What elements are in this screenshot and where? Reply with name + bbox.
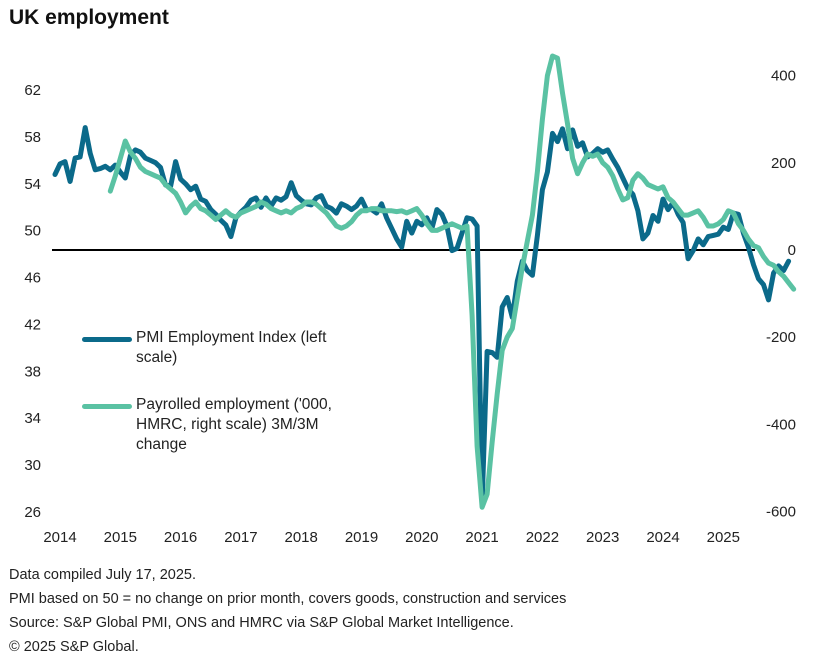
x-tick-label: 2018 <box>285 529 318 546</box>
x-tick-label: 2020 <box>405 529 438 546</box>
left-tick-label: 34 <box>24 410 41 427</box>
legend-label-pmi-1: PMI Employment Index (left <box>136 329 327 346</box>
left-tick-label: 50 <box>24 223 41 240</box>
x-tick-label: 2025 <box>707 529 740 546</box>
series-layer <box>52 53 797 510</box>
right-tick-label: 200 <box>771 155 796 172</box>
x-tick-label: 2022 <box>526 529 559 546</box>
legend-swatch-payrolls <box>82 404 132 409</box>
footer-date: Data compiled July 17, 2025. <box>9 567 196 583</box>
x-tick-label: 2021 <box>465 529 498 546</box>
x-tick-label: 2023 <box>586 529 619 546</box>
legend-label-payrolls-3: change <box>136 436 187 453</box>
chart-plot: 26 30 34 38 42 46 50 54 58 62 -600 -400 -200 0 200 400… <box>24 53 797 546</box>
left-tick-label: 26 <box>24 504 41 521</box>
left-tick-label: 30 <box>24 457 41 474</box>
legend-item-pmi: PMI Employment Index (left scale) <box>82 328 362 368</box>
footer-source: Source: S&P Global PMI, ONS and HMRC via… <box>9 615 514 631</box>
left-axis-ticks: 26 30 34 38 42 46 50 54 58 62 <box>24 82 41 521</box>
series-line-payrolls <box>107 53 797 510</box>
right-tick-label: -200 <box>766 329 796 346</box>
right-tick-label: -600 <box>766 504 796 521</box>
legend-swatch-pmi <box>82 337 132 342</box>
right-tick-label: 0 <box>788 242 796 259</box>
left-tick-label: 46 <box>24 270 41 287</box>
left-tick-label: 62 <box>24 82 41 99</box>
legend-label-payrolls-1: Payrolled employment ('000, <box>136 396 332 413</box>
x-tick-label: 2014 <box>43 529 76 546</box>
legend-label-pmi-2: scale) <box>136 349 178 366</box>
chart-title: UK employment <box>9 6 169 29</box>
x-tick-label: 2015 <box>104 529 137 546</box>
left-tick-label: 54 <box>24 176 41 193</box>
footer-note: PMI based on 50 = no change on prior mon… <box>9 591 567 607</box>
right-tick-label: 400 <box>771 68 796 85</box>
footer-copyright: © 2025 S&P Global. <box>9 639 139 655</box>
x-tick-label: 2017 <box>224 529 257 546</box>
right-tick-label: -400 <box>766 416 796 433</box>
x-axis-ticks: 2014 2015 2016 2017 2018 2019 2020 2021 2022 2023… <box>43 529 740 546</box>
x-tick-label: 2024 <box>646 529 679 546</box>
legend-item-payrolls: Payrolled employment ('000, HMRC, right … <box>82 395 362 455</box>
left-tick-label: 38 <box>24 363 41 380</box>
series-line-pmi <box>52 125 792 507</box>
legend-label-payrolls-2: HMRC, right scale) 3M/3M <box>136 416 319 433</box>
x-tick-label: 2019 <box>345 529 378 546</box>
left-tick-label: 58 <box>24 129 41 146</box>
right-axis-ticks: -600 -400 -200 0 200 400 <box>766 68 796 521</box>
x-tick-label: 2016 <box>164 529 197 546</box>
left-tick-label: 42 <box>24 316 41 333</box>
